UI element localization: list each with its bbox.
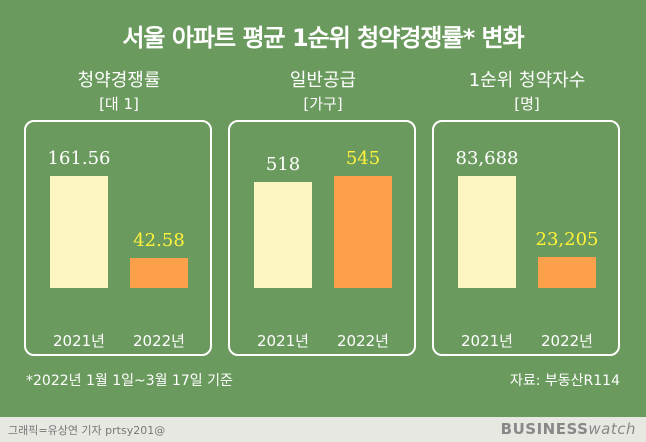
bar-value-label: 83,688: [455, 148, 519, 169]
panel-unit: [가구]: [303, 95, 343, 113]
bar-value-label: 42.58: [133, 230, 185, 251]
bar-2021: [254, 182, 312, 288]
panel-title: 청약경쟁률: [77, 70, 161, 91]
panel-general-supply: 518 2021년 545 2022년: [228, 120, 416, 356]
category-label: 2021년: [53, 332, 105, 350]
bar-value-label: 161.56: [47, 148, 111, 169]
panel-first-rank-applicants: 83,688 2021년 23,205 2022년: [432, 120, 620, 356]
category-label: 2022년: [337, 332, 389, 350]
logo-main-text: BUSINESS: [500, 420, 589, 438]
credit-bar: 그래픽=유상연 기자 prtsy201@ BUSINESSwatch: [0, 417, 646, 442]
footnote: *2022년 1월 1일~3월 17일 기준: [26, 373, 233, 389]
category-label: 2022년: [133, 332, 185, 350]
panel-general-supply-header: 일반공급 [가구]: [228, 70, 418, 114]
bar-2021: [458, 176, 516, 288]
panel-competition-rate-header: 청약경쟁률 [대 1]: [24, 70, 214, 114]
panel-first-rank-applicants-header: 1순위 청약자수 [명]: [432, 70, 622, 114]
panel-competition-rate: 161.56 2021년 42.58 2022년: [24, 120, 212, 356]
category-label: 2022년: [541, 332, 593, 350]
panel-unit: [명]: [514, 95, 540, 113]
bar-2022: [538, 257, 596, 288]
panel-unit: [대 1]: [99, 95, 139, 113]
bar-value-label: 23,205: [535, 229, 599, 250]
category-label: 2021년: [257, 332, 309, 350]
graphic-credit: 그래픽=유상연 기자 prtsy201@: [8, 424, 166, 437]
bar-value-label: 518: [265, 154, 301, 175]
logo-sub-text: watch: [588, 420, 636, 438]
source-note: 자료: 부동산R114: [509, 373, 620, 389]
panel-title: 1순위 청약자수: [468, 70, 586, 91]
category-label: 2021년: [461, 332, 513, 350]
infographic-canvas: 서울 아파트 평균 1순위 청약경쟁률* 변화 청약경쟁률 [대 1] 161.…: [0, 0, 646, 417]
bar-2021: [50, 176, 108, 288]
panel-title: 일반공급: [289, 70, 357, 91]
bar-2022: [334, 176, 392, 288]
page-title: 서울 아파트 평균 1순위 청약경쟁률* 변화: [122, 24, 524, 52]
bar-2022: [130, 258, 188, 288]
bar-value-label: 545: [345, 148, 381, 169]
brand-logo: BUSINESSwatch: [501, 420, 636, 438]
